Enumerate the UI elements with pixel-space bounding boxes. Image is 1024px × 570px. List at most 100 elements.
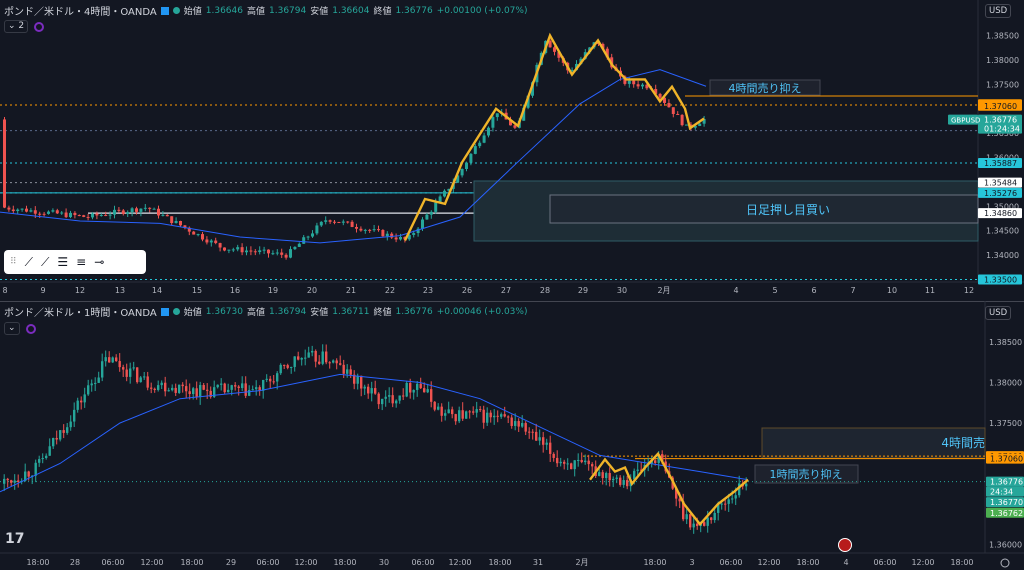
- candle[interactable]: [179, 221, 182, 226]
- candle[interactable]: [612, 478, 615, 481]
- symbol-title-1h[interactable]: ポンド／米ドル・1時間・OANDA: [4, 308, 157, 319]
- candle[interactable]: [302, 237, 306, 244]
- candle[interactable]: [556, 457, 559, 464]
- candle[interactable]: [342, 364, 345, 374]
- candle[interactable]: [552, 453, 555, 458]
- candle[interactable]: [745, 483, 748, 487]
- candle[interactable]: [591, 464, 594, 467]
- candle[interactable]: [570, 70, 574, 72]
- candle[interactable]: [391, 395, 394, 404]
- candle[interactable]: [258, 250, 262, 253]
- candle[interactable]: [188, 391, 191, 395]
- candle[interactable]: [132, 367, 135, 369]
- candle[interactable]: [230, 385, 233, 390]
- candle[interactable]: [319, 221, 323, 226]
- candle[interactable]: [526, 95, 530, 108]
- candle[interactable]: [538, 437, 541, 441]
- candle[interactable]: [472, 411, 475, 413]
- candle[interactable]: [384, 396, 387, 399]
- candle[interactable]: [658, 93, 662, 98]
- candle[interactable]: [444, 413, 447, 416]
- candle[interactable]: [528, 431, 531, 433]
- candle[interactable]: [553, 47, 556, 52]
- candle[interactable]: [117, 209, 121, 211]
- candle[interactable]: [346, 221, 350, 223]
- candle[interactable]: [356, 375, 359, 384]
- candle[interactable]: [328, 362, 331, 364]
- candle[interactable]: [355, 226, 358, 229]
- candle[interactable]: [368, 229, 372, 231]
- candle[interactable]: [279, 364, 282, 374]
- candle[interactable]: [64, 212, 68, 218]
- candle[interactable]: [231, 249, 235, 251]
- candle[interactable]: [654, 460, 657, 463]
- candle[interactable]: [489, 412, 492, 418]
- candle[interactable]: [698, 123, 702, 126]
- candle[interactable]: [426, 389, 429, 393]
- candle[interactable]: [174, 221, 178, 224]
- candle[interactable]: [3, 119, 6, 208]
- candle[interactable]: [143, 376, 146, 378]
- candle[interactable]: [45, 455, 48, 459]
- candle[interactable]: [500, 414, 503, 417]
- candle[interactable]: [146, 376, 149, 388]
- candle[interactable]: [267, 249, 270, 254]
- candle[interactable]: [311, 350, 314, 353]
- candle[interactable]: [13, 480, 16, 483]
- candle[interactable]: [703, 522, 706, 526]
- candle[interactable]: [209, 390, 212, 397]
- candle[interactable]: [136, 367, 139, 383]
- collapse-button[interactable]: ⌄ 2: [4, 20, 29, 33]
- candle[interactable]: [47, 211, 50, 214]
- candle[interactable]: [531, 431, 534, 433]
- candle[interactable]: [605, 48, 609, 58]
- candle[interactable]: [458, 410, 461, 422]
- candle[interactable]: [377, 393, 380, 405]
- candle[interactable]: [83, 394, 86, 403]
- candle[interactable]: [318, 361, 321, 364]
- candle[interactable]: [328, 220, 332, 222]
- candle[interactable]: [91, 213, 94, 218]
- candle[interactable]: [678, 498, 681, 502]
- sell-4h-zone[interactable]: [761, 427, 986, 459]
- candle[interactable]: [300, 357, 303, 360]
- candle[interactable]: [381, 398, 384, 405]
- candle[interactable]: [152, 208, 156, 210]
- candle[interactable]: [33, 210, 37, 214]
- candle[interactable]: [10, 480, 13, 483]
- candle[interactable]: [724, 503, 727, 505]
- candle[interactable]: [385, 233, 389, 237]
- candle[interactable]: [531, 82, 534, 96]
- candle[interactable]: [557, 51, 561, 58]
- candle[interactable]: [469, 153, 473, 163]
- candle[interactable]: [86, 216, 90, 218]
- candle[interactable]: [314, 350, 317, 362]
- candle[interactable]: [223, 247, 226, 251]
- candle[interactable]: [633, 470, 636, 480]
- candle[interactable]: [160, 382, 163, 386]
- candle[interactable]: [135, 208, 138, 212]
- candle[interactable]: [205, 239, 209, 243]
- candle[interactable]: [405, 382, 408, 397]
- candle[interactable]: [161, 214, 165, 216]
- price-tag[interactable]: [978, 274, 1022, 285]
- candle[interactable]: [545, 442, 548, 445]
- currency-button[interactable]: USD: [985, 306, 1012, 320]
- candle[interactable]: [275, 252, 279, 254]
- candle[interactable]: [77, 215, 81, 217]
- candle[interactable]: [517, 421, 520, 427]
- candle[interactable]: [685, 124, 688, 126]
- candle[interactable]: [139, 208, 143, 212]
- candle[interactable]: [209, 240, 213, 243]
- candle[interactable]: [38, 459, 41, 463]
- candle[interactable]: [113, 209, 116, 215]
- candle[interactable]: [139, 377, 142, 383]
- candle[interactable]: [157, 385, 160, 390]
- chart-canvas-4h[interactable]: 1.385001.380001.375001.365001.360001.355…: [0, 0, 1024, 297]
- candle[interactable]: [495, 113, 499, 118]
- candle[interactable]: [416, 228, 420, 234]
- candle[interactable]: [202, 385, 205, 390]
- candle[interactable]: [580, 459, 583, 463]
- candle[interactable]: [605, 473, 608, 479]
- candle[interactable]: [60, 212, 64, 214]
